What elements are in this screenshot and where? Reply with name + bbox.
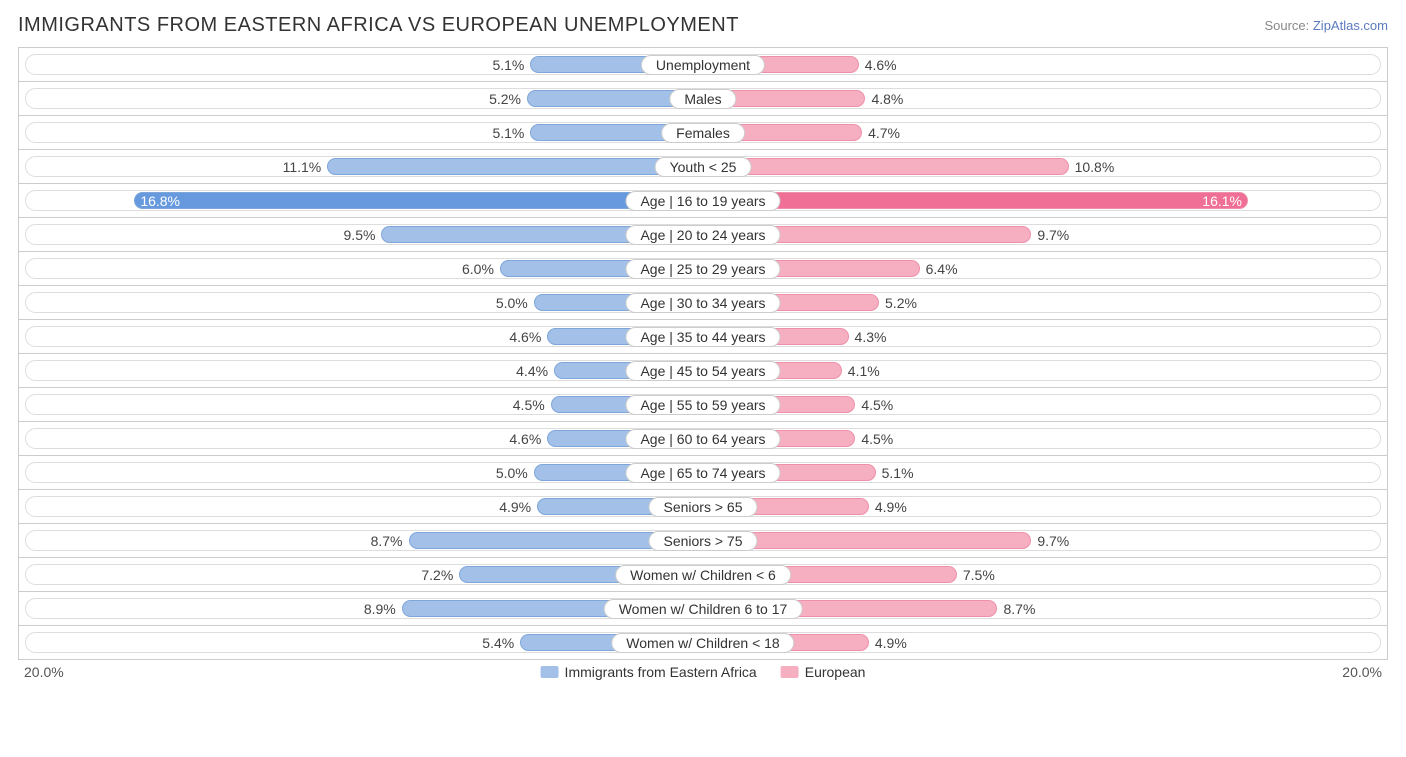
value-label-left: 11.1% xyxy=(277,157,328,176)
category-label: Age | 30 to 34 years xyxy=(625,293,780,313)
chart-row: 5.0% 5.2% Age | 30 to 34 years xyxy=(19,286,1387,320)
value-label-right: 4.6% xyxy=(859,55,903,74)
chart-row: 4.4% 4.1% Age | 45 to 54 years xyxy=(19,354,1387,388)
category-label: Women w/ Children 6 to 17 xyxy=(604,599,803,619)
category-label: Age | 20 to 24 years xyxy=(625,225,780,245)
chart-row: 4.9% 4.9% Seniors > 65 xyxy=(19,490,1387,524)
value-label-left: 5.1% xyxy=(486,123,530,142)
value-label-right: 4.1% xyxy=(842,361,886,380)
source-link[interactable]: ZipAtlas.com xyxy=(1313,18,1388,33)
value-label-left: 8.9% xyxy=(358,599,402,618)
value-label-left: 4.6% xyxy=(503,429,547,448)
category-label: Age | 25 to 29 years xyxy=(625,259,780,279)
category-label: Age | 65 to 74 years xyxy=(625,463,780,483)
value-label-right: 4.3% xyxy=(849,327,893,346)
chart-row: 5.1% 4.6% Unemployment xyxy=(19,48,1387,82)
legend-item-right: European xyxy=(781,664,866,680)
value-label-right: 4.9% xyxy=(869,633,913,652)
value-label-right: 16.1% xyxy=(1196,191,1248,210)
bar-right xyxy=(703,158,1069,175)
value-label-left: 6.0% xyxy=(456,259,500,278)
chart-row: 5.4% 4.9% Women w/ Children < 18 xyxy=(19,626,1387,660)
diverging-bar-chart: 5.1% 4.6% Unemployment 5.2% 4.8% Males 5.1% 4.7… xyxy=(18,47,1388,660)
legend: Immigrants from Eastern Africa European xyxy=(541,664,866,680)
legend-item-left: Immigrants from Eastern Africa xyxy=(541,664,757,680)
value-label-right: 9.7% xyxy=(1031,531,1075,550)
value-label-right: 4.9% xyxy=(869,497,913,516)
legend-label-right: European xyxy=(805,664,866,680)
value-label-right: 9.7% xyxy=(1031,225,1075,244)
chart-row: 4.6% 4.3% Age | 35 to 44 years xyxy=(19,320,1387,354)
value-label-right: 10.8% xyxy=(1069,157,1121,176)
value-label-right: 5.2% xyxy=(879,293,923,312)
value-label-left: 5.1% xyxy=(486,55,530,74)
value-label-left: 7.2% xyxy=(415,565,459,584)
chart-row: 8.9% 8.7% Women w/ Children 6 to 17 xyxy=(19,592,1387,626)
category-label: Age | 55 to 59 years xyxy=(625,395,780,415)
chart-row: 16.8% 16.1% Age | 16 to 19 years xyxy=(19,184,1387,218)
chart-row: 4.5% 4.5% Age | 55 to 59 years xyxy=(19,388,1387,422)
legend-label-left: Immigrants from Eastern Africa xyxy=(565,664,757,680)
axis-max-right: 20.0% xyxy=(1342,664,1382,680)
chart-row: 9.5% 9.7% Age | 20 to 24 years xyxy=(19,218,1387,252)
value-label-right: 7.5% xyxy=(957,565,1001,584)
value-label-left: 4.4% xyxy=(510,361,554,380)
chart-footer: 20.0% Immigrants from Eastern Africa Eur… xyxy=(18,660,1388,688)
value-label-right: 4.5% xyxy=(855,395,899,414)
value-label-right: 6.4% xyxy=(920,259,964,278)
value-label-left: 5.2% xyxy=(483,89,527,108)
value-label-left: 8.7% xyxy=(365,531,409,550)
chart-row: 4.6% 4.5% Age | 60 to 64 years xyxy=(19,422,1387,456)
source-prefix: Source: xyxy=(1264,18,1312,33)
category-label: Youth < 25 xyxy=(655,157,752,177)
category-label: Women w/ Children < 6 xyxy=(615,565,791,585)
value-label-right: 8.7% xyxy=(997,599,1041,618)
value-label-left: 4.6% xyxy=(503,327,547,346)
bar-left xyxy=(327,158,703,175)
value-label-left: 5.0% xyxy=(490,293,534,312)
chart-row: 8.7% 9.7% Seniors > 75 xyxy=(19,524,1387,558)
value-label-left: 5.4% xyxy=(476,633,520,652)
value-label-left: 5.0% xyxy=(490,463,534,482)
value-label-left: 4.5% xyxy=(507,395,551,414)
value-label-right: 4.8% xyxy=(865,89,909,108)
category-label: Seniors > 65 xyxy=(649,497,758,517)
chart-row: 11.1% 10.8% Youth < 25 xyxy=(19,150,1387,184)
chart-row: 5.0% 5.1% Age | 65 to 74 years xyxy=(19,456,1387,490)
legend-swatch-left xyxy=(541,666,559,678)
category-label: Females xyxy=(661,123,745,143)
value-label-left: 4.9% xyxy=(493,497,537,516)
category-label: Women w/ Children < 18 xyxy=(611,633,794,653)
category-label: Seniors > 75 xyxy=(649,531,758,551)
value-label-left: 16.8% xyxy=(134,191,186,210)
chart-row: 5.1% 4.7% Females xyxy=(19,116,1387,150)
category-label: Age | 16 to 19 years xyxy=(625,191,780,211)
bar-left xyxy=(134,192,703,209)
axis-max-left: 20.0% xyxy=(24,664,64,680)
source-attribution: Source: ZipAtlas.com xyxy=(1264,18,1388,33)
chart-title: IMMIGRANTS FROM EASTERN AFRICA VS EUROPE… xyxy=(18,14,739,37)
category-label: Males xyxy=(669,89,736,109)
category-label: Age | 35 to 44 years xyxy=(625,327,780,347)
value-label-right: 5.1% xyxy=(876,463,920,482)
value-label-right: 4.7% xyxy=(862,123,906,142)
chart-row: 6.0% 6.4% Age | 25 to 29 years xyxy=(19,252,1387,286)
chart-row: 7.2% 7.5% Women w/ Children < 6 xyxy=(19,558,1387,592)
value-label-left: 9.5% xyxy=(338,225,382,244)
legend-swatch-right xyxy=(781,666,799,678)
category-label: Unemployment xyxy=(641,55,765,75)
category-label: Age | 60 to 64 years xyxy=(625,429,780,449)
bar-right xyxy=(703,192,1248,209)
chart-row: 5.2% 4.8% Males xyxy=(19,82,1387,116)
value-label-right: 4.5% xyxy=(855,429,899,448)
category-label: Age | 45 to 54 years xyxy=(625,361,780,381)
